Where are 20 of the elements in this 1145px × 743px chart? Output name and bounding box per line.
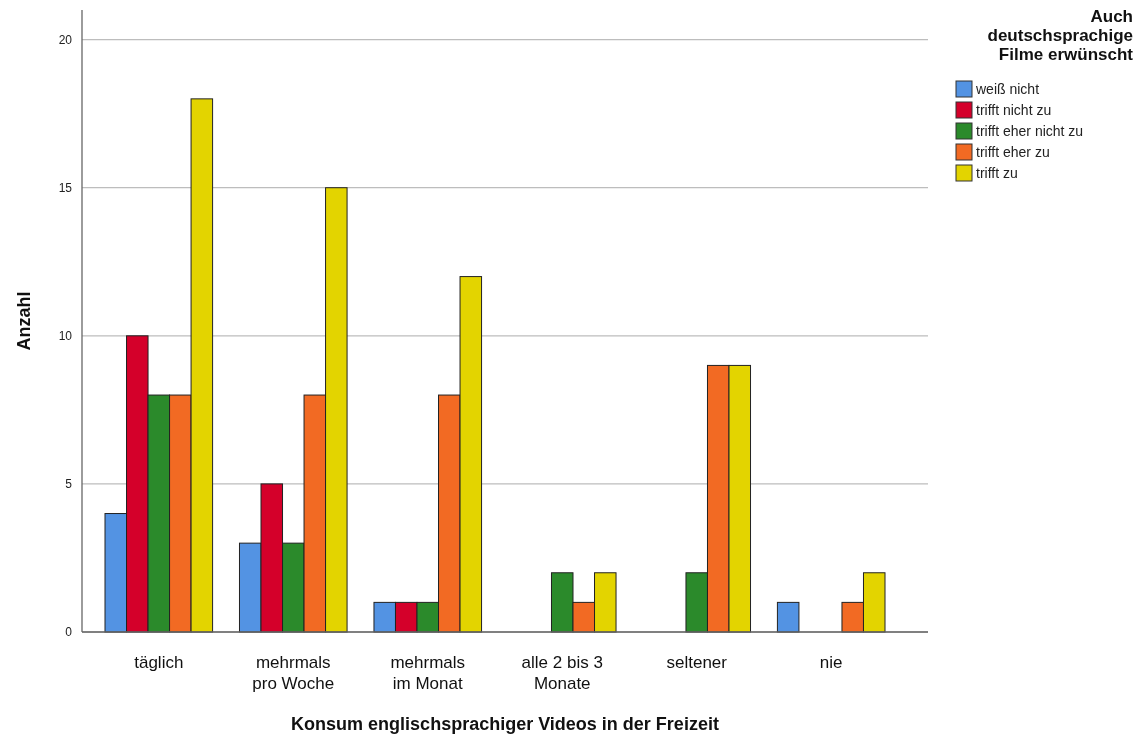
legend-label: trifft nicht zu — [976, 101, 1052, 118]
legend-title: Auch deutschsprachige Filme erwünscht — [987, 7, 1134, 64]
y-axis-title: Anzahl — [14, 291, 34, 351]
bar — [776, 601, 800, 633]
x-tick-label: seltener — [666, 653, 728, 672]
y-tick-label: 0 — [65, 625, 73, 640]
y-tick-label: 10 — [58, 329, 73, 344]
y-tick-label: 5 — [65, 477, 73, 492]
y-tick-label: 20 — [58, 32, 73, 47]
x-tick-label: täglich — [134, 653, 184, 672]
legend-label: trifft eher zu — [976, 143, 1050, 160]
x-tick-label: mehrmals pro Woche — [252, 653, 335, 693]
x-tick-label: alle 2 bis 3 Monate — [521, 653, 603, 693]
x-tick-label: nie — [819, 653, 843, 672]
x-axis-title: Konsum englischsprachiger Videos in der Freizeit — [291, 714, 719, 734]
x-tick-label: mehrmals im Monat — [390, 653, 466, 693]
legend-label: trifft zu — [976, 164, 1018, 181]
legend-label: trifft eher nicht zu — [976, 122, 1084, 139]
legend-label: weiß nicht — [975, 80, 1040, 97]
y-tick-label: 15 — [58, 180, 73, 195]
